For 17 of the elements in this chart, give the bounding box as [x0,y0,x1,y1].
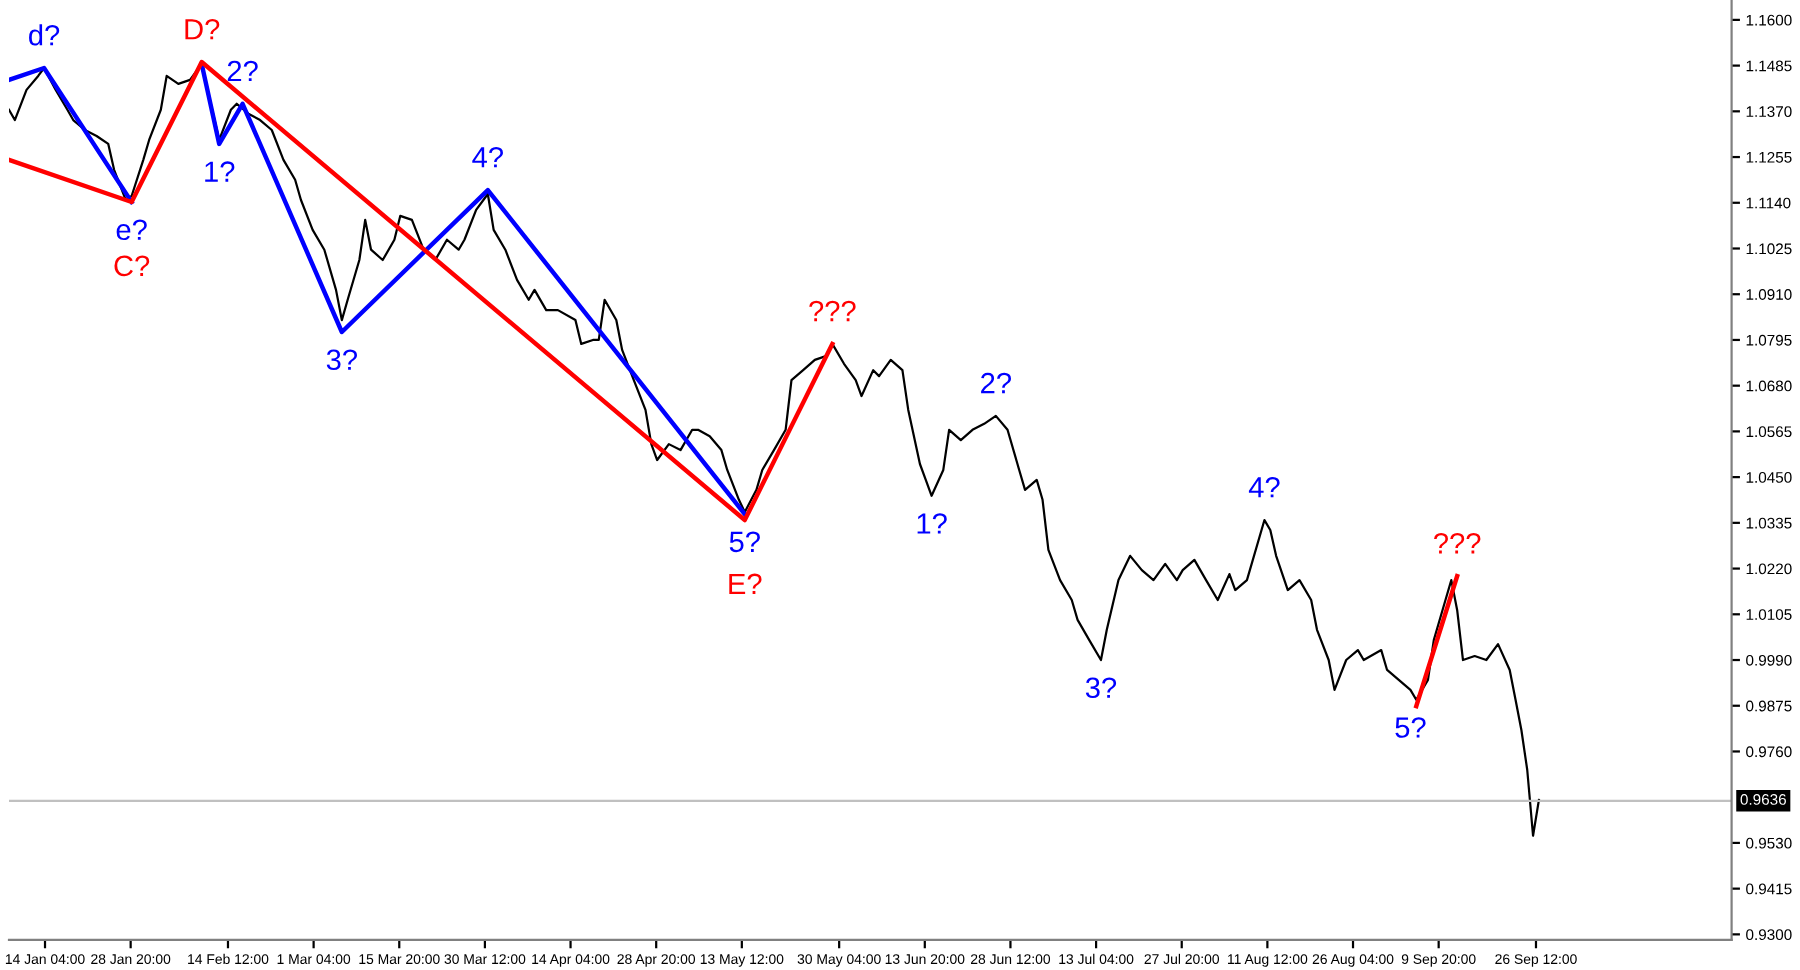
annotation: 3? [1085,677,1117,699]
annotation: E? [729,573,762,594]
annotation: 1? [205,161,235,182]
annotation: 5? [1395,717,1426,738]
annotation: ??? [1434,533,1481,554]
annotation: 3? [326,349,357,371]
annotation: ??? [809,300,856,322]
annotation: D? [185,18,220,40]
annotation: 1? [917,513,947,534]
annotation: 2? [227,60,258,82]
annotation: 5? [729,531,760,553]
annotation: 4? [1248,476,1280,498]
annotation: 2? [981,372,1011,394]
annotation: 4? [472,146,503,168]
annotation: e? [116,219,147,241]
annotation: C? [114,255,150,277]
annotation: d? [29,24,60,46]
